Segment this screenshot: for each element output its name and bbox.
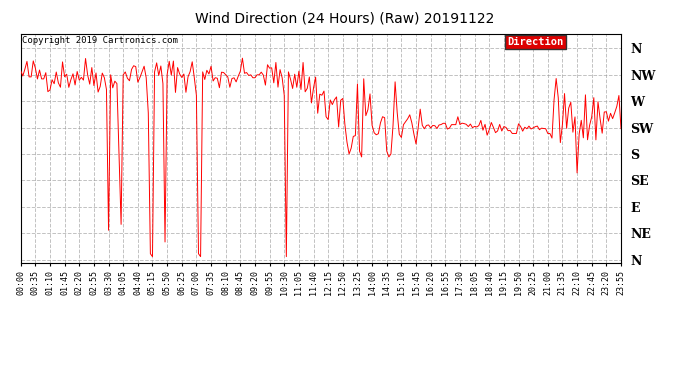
Text: Direction: Direction [507,37,564,47]
Text: Wind Direction (24 Hours) (Raw) 20191122: Wind Direction (24 Hours) (Raw) 20191122 [195,11,495,25]
Text: Copyright 2019 Cartronics.com: Copyright 2019 Cartronics.com [22,36,178,45]
